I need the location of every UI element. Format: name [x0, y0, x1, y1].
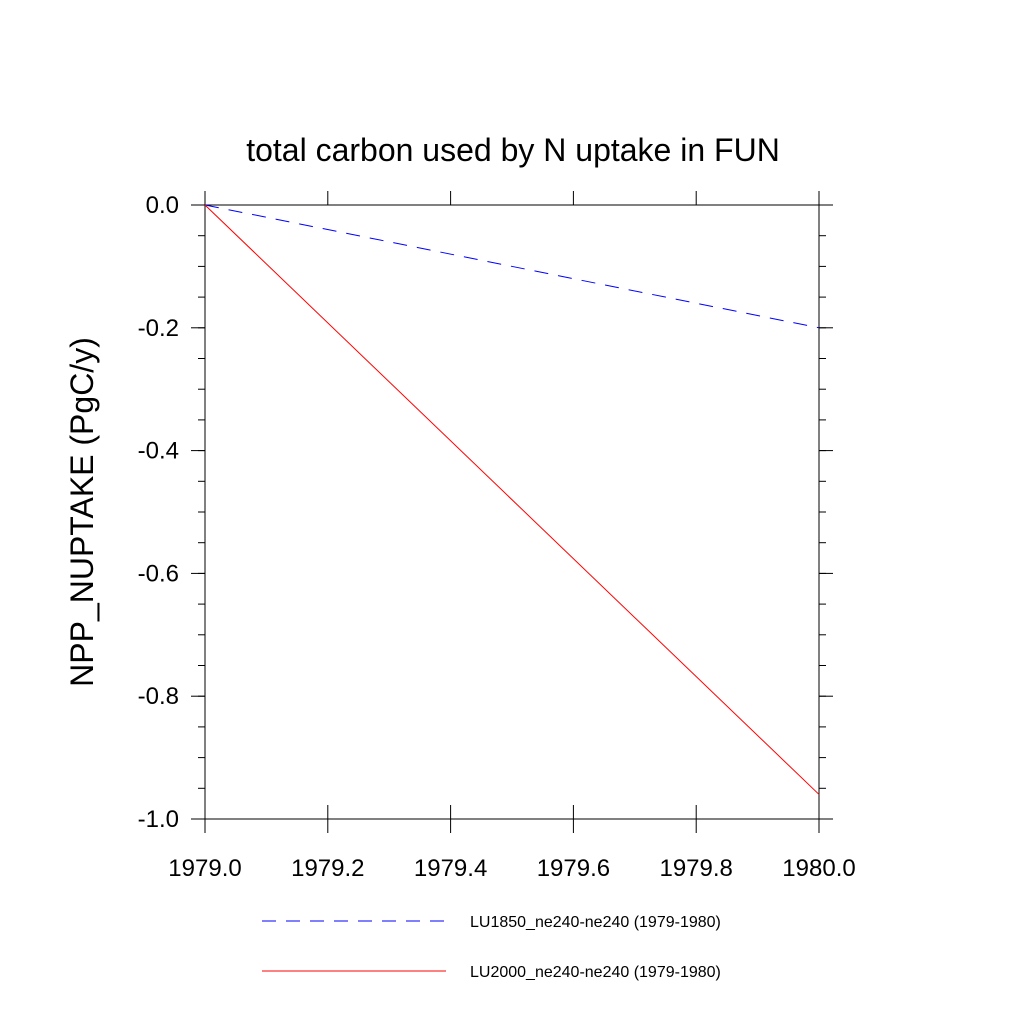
legend-label-1: LU1850_ne240-ne240 (1979-1980)	[470, 914, 721, 931]
x-axis-tick-labels: 1979.0 1979.2 1979.4 1979.6 1979.8 1980.0	[168, 855, 855, 882]
x-axis-ticks	[204, 191, 820, 833]
x-tick-label: 1979.4	[414, 855, 487, 882]
x-tick-label: 1979.2	[291, 855, 364, 882]
x-tick-label: 1980.0	[782, 855, 855, 882]
y-axis-ticks	[191, 204, 833, 820]
y-tick-label: 0.0	[146, 192, 179, 219]
y-tick-label: -0.6	[138, 560, 179, 587]
legend: LU1850_ne240-ne240 (1979-1980) LU2000_ne2…	[262, 914, 721, 981]
y-tick-label: -1.0	[138, 806, 179, 833]
x-tick-label: 1979.6	[537, 855, 610, 882]
plot-frame	[204, 204, 820, 820]
x-tick-label: 1979.0	[168, 855, 241, 882]
y-tick-label: -0.4	[138, 438, 179, 465]
series-line-1	[204, 204, 820, 329]
legend-label-2: LU2000_ne240-ne240 (1979-1980)	[470, 964, 721, 981]
chart-title: total carbon used by N uptake in FUN	[246, 132, 780, 168]
y-axis-label: NPP_NUPTAKE (PgC/y)	[64, 337, 100, 687]
series-lines	[204, 204, 820, 795]
y-tick-label: -0.8	[138, 683, 179, 710]
series-line-2	[204, 204, 820, 795]
x-tick-label: 1979.8	[659, 855, 732, 882]
y-axis-tick-labels: 0.0 -0.2 -0.4 -0.6 -0.8 -1.0	[138, 192, 179, 833]
y-tick-label: -0.2	[138, 315, 179, 342]
